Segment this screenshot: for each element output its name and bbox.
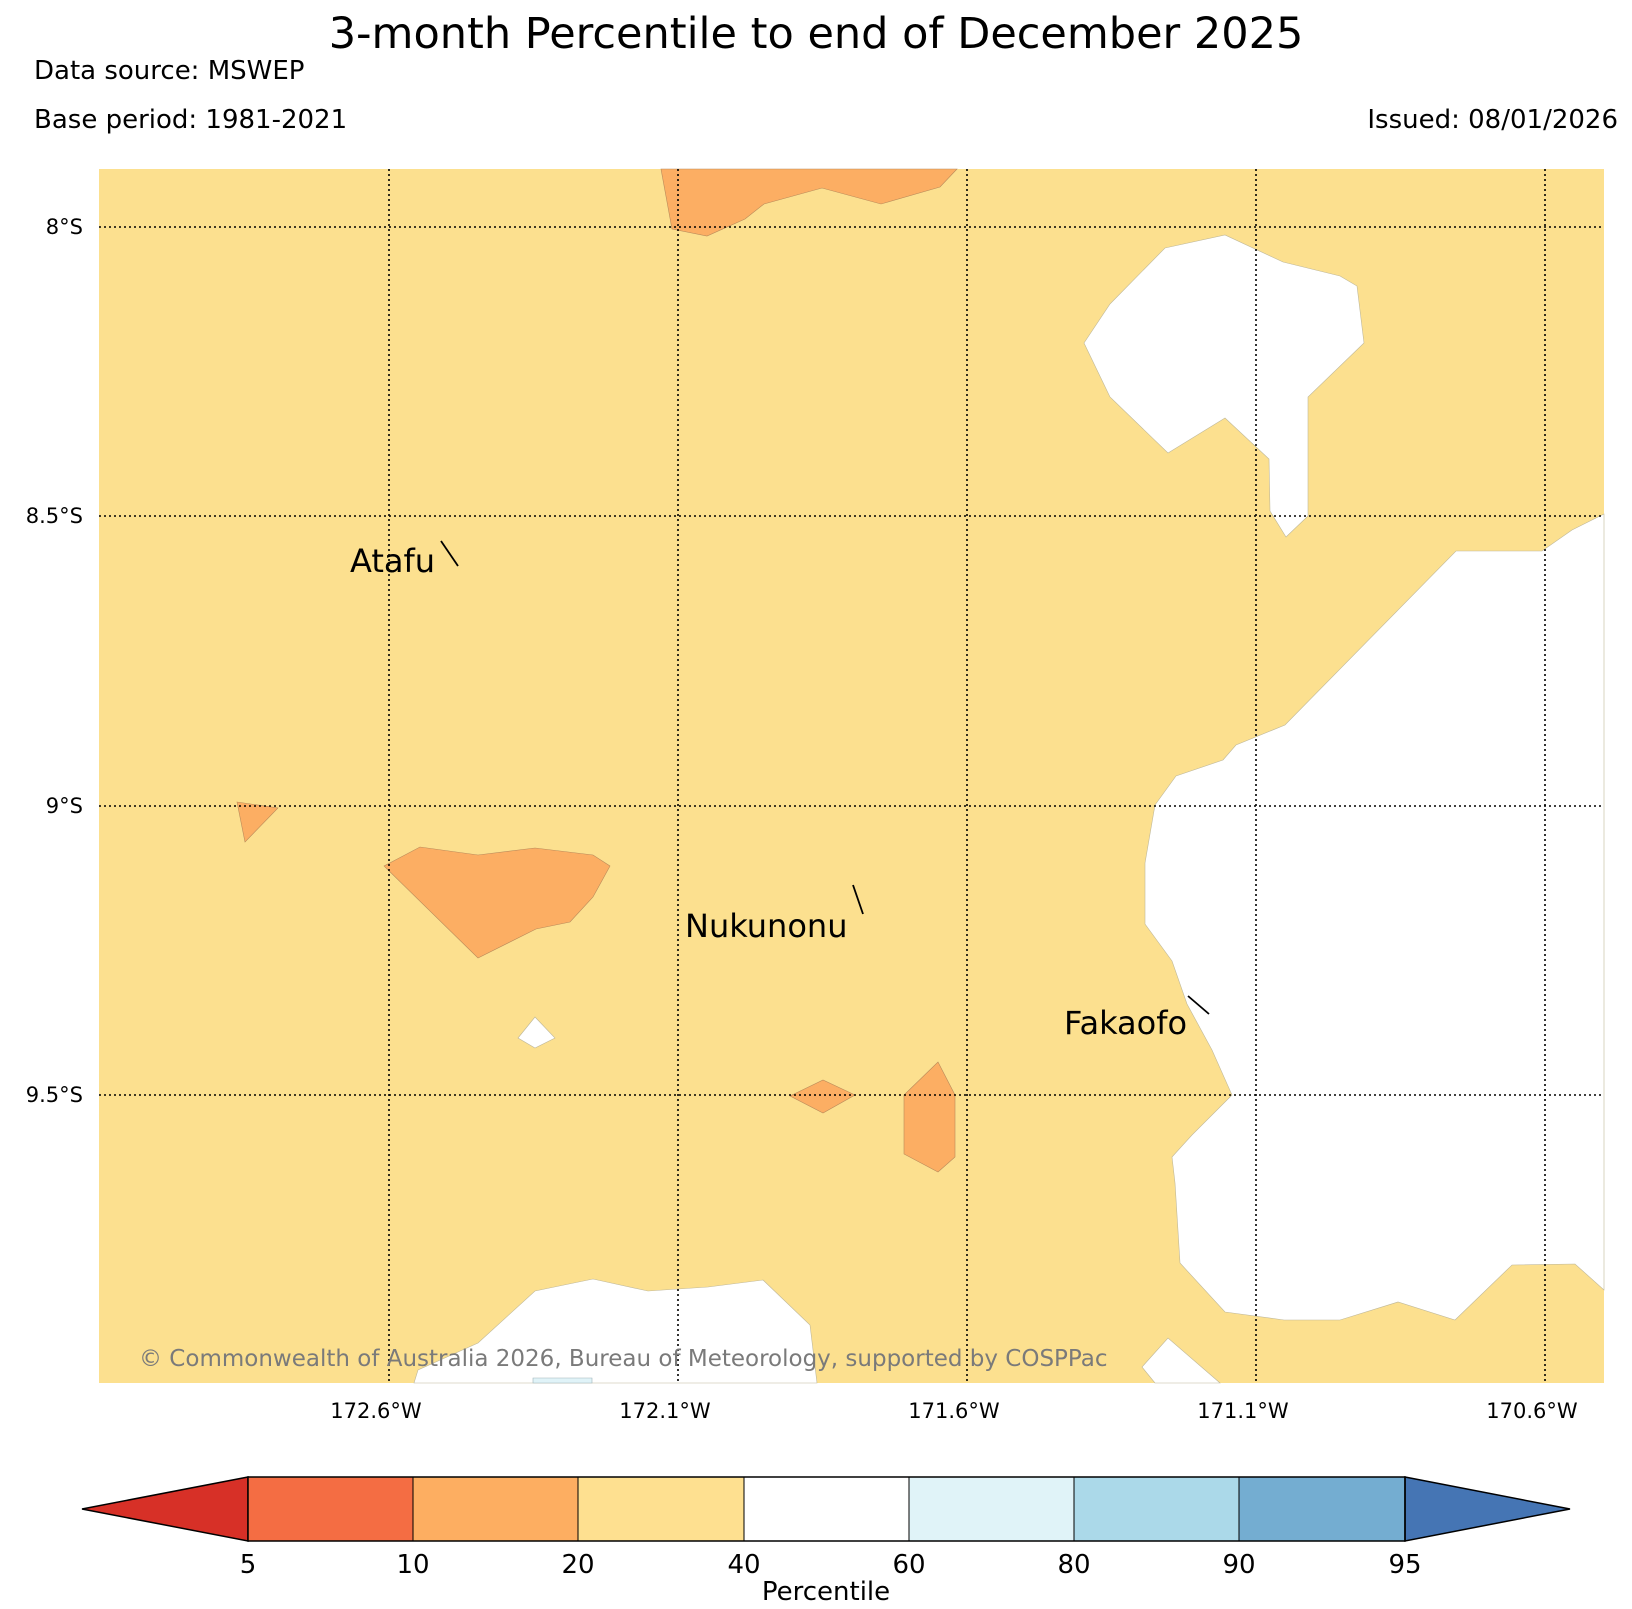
copyright-notice: © Commonwealth of Australia 2026, Bureau… (139, 1346, 1108, 1372)
percentile-10-20-region-west (383, 846, 611, 959)
colorbar-extend-high (1404, 1476, 1571, 1542)
lon-label-170-6w: 170.6°W (1486, 1399, 1578, 1423)
lat-label-8s: 8°S (46, 215, 83, 239)
percentile-40-60-region-northeast (1083, 234, 1365, 538)
colorbar-label: Percentile (762, 1577, 890, 1607)
lon-label-172-6w: 172.6°W (330, 1399, 422, 1423)
colorbar-segment-40-60 (743, 1476, 910, 1542)
colorbar-segment-5-10 (247, 1476, 414, 1542)
colorbar-ticks: 5 10 20 40 60 80 90 95 (240, 1550, 1422, 1580)
colorbar-tick-60: 60 (892, 1550, 925, 1580)
percentile-10-20-region-small-west (236, 801, 279, 843)
percentile-10-20-region-north (660, 168, 958, 237)
map-panel: Atafu Nukunonu Fakaofo © Commonwealth of… (99, 168, 1605, 1384)
percentile-60-80-sliver (532, 1377, 593, 1384)
lon-label-171-1w: 171.1°W (1197, 1399, 1289, 1423)
percentile-40-60-region-southeast-corner (1141, 1337, 1221, 1384)
atafu-island-marker (440, 540, 459, 567)
place-label-atafu: Atafu (350, 542, 435, 580)
colorbar-segment-20-40 (577, 1476, 745, 1542)
percentile-40-60-region-south (413, 1278, 818, 1384)
lat-label-9-5s: 9.5°S (26, 1083, 83, 1107)
colorbar-tick-40: 40 (727, 1550, 760, 1580)
colorbar-tick-10: 10 (396, 1550, 429, 1580)
percentile-40-60-region-small (517, 1016, 556, 1049)
colorbar-tick-95: 95 (1388, 1550, 1421, 1580)
lon-label-171-6w: 171.6°W (908, 1399, 1000, 1423)
nukunonu-island-marker (852, 884, 864, 915)
colorbar-segment-10-20 (412, 1476, 579, 1542)
base-period-label: Base period: 1981-2021 (34, 105, 347, 135)
colorbar-extend-low (81, 1476, 249, 1542)
colorbar-segment-60-80 (908, 1476, 1075, 1542)
percentile-10-20-region-south-2 (903, 1061, 956, 1173)
place-label-fakaofo: Fakaofo (1064, 1004, 1187, 1042)
place-label-nukunonu: Nukunonu (685, 907, 847, 945)
colorbar-tick-5: 5 (240, 1550, 257, 1580)
map-title: 3-month Percentile to end of December 20… (329, 9, 1304, 59)
fakaofo-island-marker (1187, 995, 1210, 1015)
issued-label: Issued: 08/01/2026 (1367, 105, 1618, 135)
gridlines (99, 169, 1604, 1383)
data-source-label: Data source: MSWEP (34, 56, 304, 86)
longitude-labels: 172.6°W 172.1°W 171.6°W 171.1°W 170.6°W (330, 1399, 1578, 1423)
lat-label-9s: 9°S (46, 794, 83, 818)
colorbar-tick-90: 90 (1222, 1550, 1255, 1580)
percentile-40-60-region-east (1144, 513, 1605, 1321)
colorbar: 5 10 20 40 60 80 90 95 Percentile (81, 1476, 1571, 1607)
colorbar-segment-90-95 (1238, 1476, 1406, 1542)
colorbar-tick-80: 80 (1057, 1550, 1090, 1580)
lon-label-172-1w: 172.1°W (619, 1399, 711, 1423)
lat-label-8-5s: 8.5°S (26, 504, 83, 528)
colorbar-outline (247, 1476, 1406, 1542)
latitude-labels: 8°S 8.5°S 9°S 9.5°S (26, 215, 83, 1107)
colorbar-tick-20: 20 (561, 1550, 594, 1580)
colorbar-segment-80-90 (1073, 1476, 1240, 1542)
